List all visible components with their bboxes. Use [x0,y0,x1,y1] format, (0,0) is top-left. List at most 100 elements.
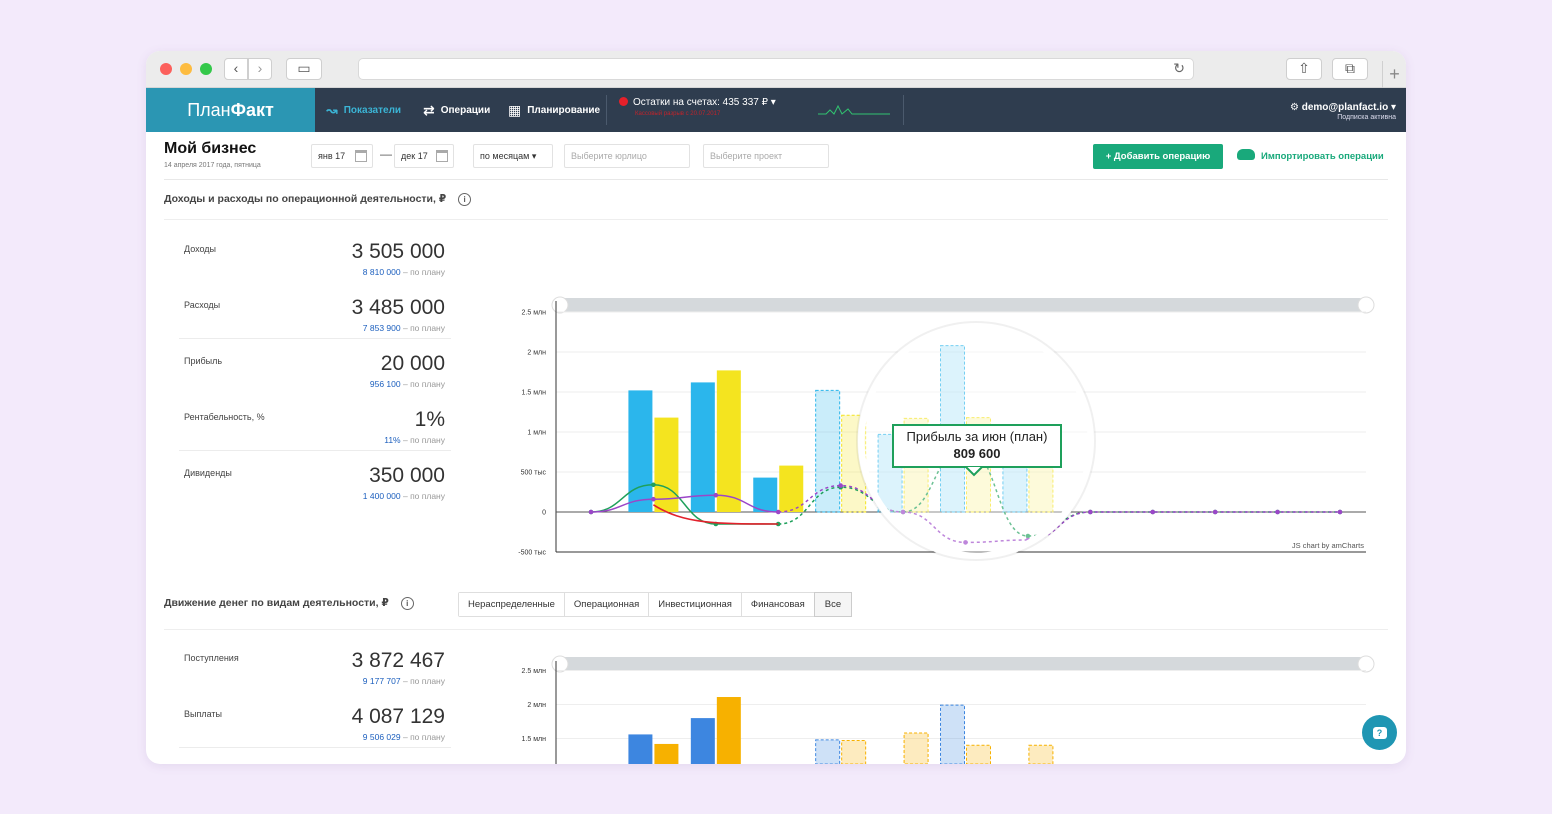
tabs-overview-button[interactable]: ⧉ [1332,58,1368,80]
nav-item-operations[interactable]: ⇄ Операции [423,88,490,132]
info-icon[interactable]: i [400,597,414,610]
line-point[interactable] [588,509,594,515]
y-tick-label: 1 млн [527,430,546,437]
line-point[interactable] [1025,533,1031,539]
bar-outflow[interactable] [716,697,741,764]
kpi-plan-value: 8 810 000 [362,267,401,277]
new-tab-button[interactable]: + [1382,61,1406,88]
import-label: Импортировать операции [1261,151,1384,162]
sidebar-toggle-button[interactable]: ▭ [286,58,322,80]
activity-type-tabs: Нераспределенные Операционная Инвестицио… [458,592,853,617]
alert-dot-icon [619,97,628,106]
kpi-plan: 8 810 000 – по плану [363,267,445,277]
close-window-button[interactable] [160,63,172,75]
bar-inflow[interactable] [815,739,841,764]
bar-inflow[interactable] [690,718,715,764]
kpi-plan-value: 11% [384,435,401,445]
line-point[interactable] [651,482,656,488]
line-point[interactable] [838,483,843,488]
tab-financial[interactable]: Финансовая [741,593,815,616]
bar-income[interactable] [628,390,653,512]
line-point[interactable] [1088,509,1093,515]
chart-scrollbar[interactable] [556,298,1366,312]
current-date: 14 апреля 2017 года, пятница [164,162,261,169]
kpi-label: Рентабельность, % [184,412,265,422]
bar-outflow[interactable] [654,743,679,764]
kpi-divider [179,450,451,451]
date-from-picker[interactable]: янв 17 [311,144,373,168]
bar-expense[interactable] [779,465,804,512]
line-point[interactable] [963,540,968,545]
address-bar[interactable]: ↻ [358,58,1194,80]
cashflow-chart[interactable]: 2.5 млн 2 млн 1.5 млн [496,651,1376,764]
bar-expense[interactable] [654,417,679,512]
scrollbar-handle[interactable] [1357,655,1375,673]
line-point[interactable] [1275,509,1280,515]
bar-income[interactable] [815,389,841,513]
help-chat-button[interactable]: ? [1362,715,1397,750]
info-icon[interactable]: i [458,193,472,206]
kpi-label: Доходы [184,244,217,254]
tab-unallocated[interactable]: Нераспределенные [459,593,565,616]
y-tick-label: 2 млн [527,702,546,709]
bar-expense[interactable] [716,370,741,512]
line-point[interactable] [1212,509,1218,515]
bar-income[interactable] [690,382,715,512]
project-select[interactable]: Выберите проект [703,144,829,168]
kpi-label: Прибыль [184,356,223,366]
minimize-window-button[interactable] [180,63,192,75]
bar-income[interactable] [753,477,778,512]
tab-investment[interactable]: Инвестиционная [649,593,742,616]
bar-inflow[interactable] [628,734,653,764]
zoom-window-button[interactable] [200,63,212,75]
line-point[interactable] [775,521,781,527]
logo[interactable]: ПланФакт [146,88,315,132]
nav-item-indicators[interactable]: ↝ Показатели [326,88,401,132]
gear-icon: ⚙ [1290,102,1299,113]
nav-item-planning[interactable]: ▦ Планирование [508,88,600,132]
bar-outflow[interactable] [966,744,991,764]
user-menu[interactable]: ⚙ demo@planfact.io ▾ Подписка активна [1290,102,1396,121]
balance-sparkline [818,104,890,115]
line-point[interactable] [651,496,656,502]
tab-all[interactable]: Все [813,592,853,617]
user-email: demo@planfact.io [1301,102,1389,113]
add-operation-button[interactable]: + Добавить операцию [1093,144,1223,169]
date-to-picker[interactable]: дек 17 [394,144,454,168]
account-balance-dropdown[interactable]: Остатки на счетах: 435 337 ₽ ▾ Кассовый … [619,97,776,117]
line-point[interactable] [1337,509,1343,515]
scrollbar-handle[interactable] [1357,296,1375,314]
kpi-plan-value: 1 400 000 [362,491,401,501]
kpi-value: 3 485 000 [351,296,445,319]
income-expenses-chart[interactable]: 2.5 млн 2 млн 1.5 млн 1 млн 500 тыс 0 -500 тыс… [496,241,1376,561]
bar-outflow[interactable] [1028,744,1054,764]
line-point[interactable] [1150,509,1156,515]
back-button[interactable]: ‹ [224,58,248,80]
line-point[interactable] [713,492,719,498]
reload-icon[interactable]: ↻ [1173,60,1185,76]
logo-text-bold: Факт [230,100,274,120]
legal-entity-select[interactable]: Выберите юрлицо [564,144,690,168]
kpi-plan-value: 9 506 029 [362,732,401,742]
scrollbar-handle[interactable] [551,655,569,673]
tab-operational[interactable]: Операционная [564,593,650,616]
bar-inflow[interactable] [940,704,965,764]
kpi-plan-suffix: – по плану [402,676,445,686]
share-button[interactable]: ⇧ [1286,58,1322,80]
chart-scrollbar[interactable] [556,657,1366,671]
forward-button[interactable]: › [248,58,272,80]
section-cashflow-title: Движение денег по видам деятельности, ₽ i [164,597,414,610]
nav-divider [606,95,607,125]
chart-credit[interactable]: JS chart by amCharts [1292,541,1364,550]
sync-icon: ⇄ [423,102,435,118]
subscription-status: Подписка активна [1337,114,1396,121]
bar-outflow[interactable] [903,732,929,764]
bar-outflow[interactable] [841,740,867,764]
line-point[interactable] [775,509,781,515]
kpi-plan: 956 100 – по плану [370,379,445,389]
import-operations-button[interactable]: Импортировать операции [1237,144,1384,169]
scrollbar-handle[interactable] [551,296,569,314]
line-point[interactable] [900,509,906,515]
period-select[interactable]: по месяцам ▾ [473,144,553,168]
section-income-expenses-title: Доходы и расходы по операционной деятель… [164,193,472,206]
